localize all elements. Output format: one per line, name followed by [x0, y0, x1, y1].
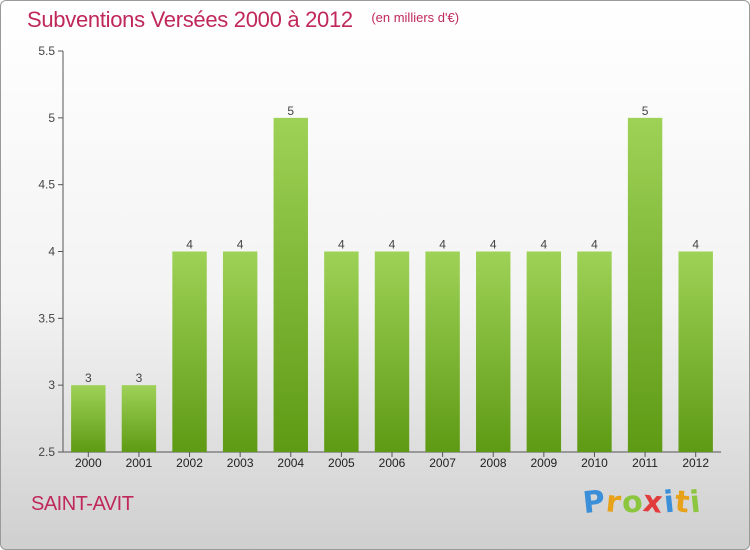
bar [71, 385, 106, 452]
chart-title: Subventions Versées 2000 à 2012 [27, 7, 353, 32]
y-tick-label: 5 [48, 111, 55, 125]
x-tick-label: 2007 [429, 456, 456, 470]
data-label: 5 [287, 104, 294, 118]
data-label: 4 [692, 238, 699, 252]
y-tick-label: 2.5 [38, 445, 55, 459]
bar [627, 117, 663, 452]
logo-letter: i [688, 484, 704, 521]
x-tick-label: 2008 [480, 456, 507, 470]
x-tick-label: 2005 [328, 456, 355, 470]
data-label: 4 [389, 238, 396, 252]
title-row: Subventions Versées 2000 à 2012 (en mill… [27, 7, 459, 33]
x-tick-label: 2000 [75, 456, 102, 470]
bar [577, 251, 612, 452]
proxiti-logo: Proxiti [581, 484, 704, 521]
bar [476, 251, 511, 452]
y-tick-label: 4.5 [38, 178, 55, 192]
x-tick-label: 2006 [379, 456, 406, 470]
y-tick-label: 4 [48, 245, 55, 259]
y-tick-label: 3 [48, 378, 55, 392]
data-label: 4 [439, 238, 446, 252]
data-label: 4 [541, 238, 548, 252]
bar [374, 251, 410, 452]
x-tick-label: 2002 [176, 456, 203, 470]
x-tick-label: 2009 [530, 456, 557, 470]
bar [172, 251, 207, 452]
chart-subtitle: (en milliers d'€) [371, 10, 460, 25]
labels: 2000 3 2001 3 2002 4 2003 4 2004 5 2005 4 2006 4 2007 4… [75, 104, 709, 470]
x-tick-label: 2004 [277, 456, 304, 470]
x-tick-label: 2011 [632, 456, 658, 470]
x-tick-label: 2010 [581, 456, 608, 470]
data-label: 4 [237, 238, 244, 252]
commune-name: SAINT-AVIT [31, 493, 134, 515]
data-label: 5 [642, 104, 649, 118]
data-label: 3 [85, 371, 92, 385]
bar [324, 251, 359, 452]
data-label: 4 [338, 238, 345, 252]
bar [121, 385, 157, 452]
bar [273, 117, 308, 452]
bars [71, 117, 713, 452]
bar [678, 251, 713, 452]
x-tick-label: 2003 [227, 456, 254, 470]
y-tick-label: 3.5 [38, 311, 55, 325]
y-tick-label: 5.5 [38, 44, 55, 58]
x-tick-label: 2012 [682, 456, 709, 470]
data-label: 4 [591, 238, 598, 252]
bar [222, 251, 258, 452]
data-label: 4 [186, 238, 193, 252]
x-tick-label: 2001 [126, 456, 153, 470]
bar [526, 251, 562, 452]
data-label: 3 [136, 371, 143, 385]
bar [425, 251, 460, 452]
data-label: 4 [490, 238, 497, 252]
